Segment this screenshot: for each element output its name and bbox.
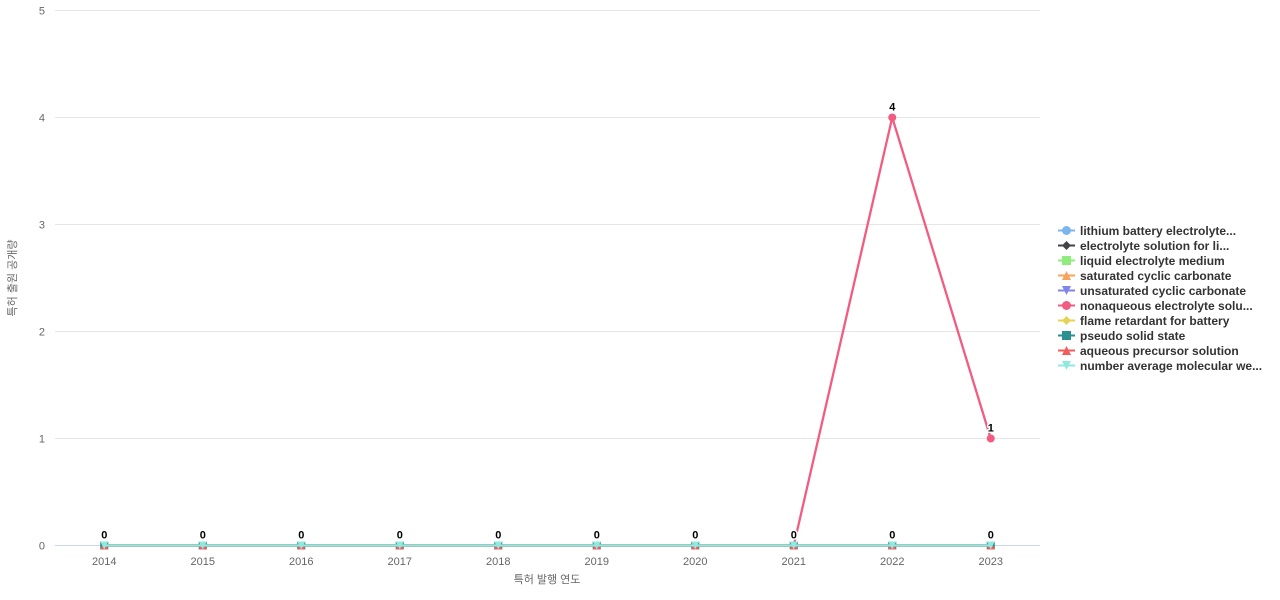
legend-item-label: saturated cyclic carbonate — [1080, 268, 1232, 283]
legend-item-label: nonaqueous electrolyte solu... — [1080, 298, 1253, 313]
x-tick-label: 2019 — [585, 556, 609, 568]
triangle-down-point-marker[interactable] — [888, 541, 897, 550]
triangle-down-point-marker[interactable] — [494, 541, 503, 550]
data-label: 4 — [889, 102, 896, 114]
legend-item-label: aqueous precursor solution — [1080, 343, 1239, 358]
data-label: 0 — [397, 530, 403, 542]
x-tick-label: 2023 — [979, 556, 1003, 568]
legend-item-2[interactable]: liquid electrolyte medium — [1058, 253, 1262, 268]
grid-layer — [55, 10, 1040, 546]
x-tick-label: 2017 — [388, 556, 412, 568]
data-label: 0 — [495, 530, 501, 542]
legend-item-6[interactable]: flame retardant for battery — [1058, 313, 1262, 328]
x-tick-label: 2018 — [486, 556, 510, 568]
x-axis-title: 특허 발행 연도 — [514, 573, 581, 586]
legend-item-label: liquid electrolyte medium — [1080, 253, 1225, 268]
x-tick-label: 2021 — [782, 556, 806, 568]
legend-item-5[interactable]: nonaqueous electrolyte solu... — [1058, 298, 1262, 313]
data-label-layer: 0 0 0 0 0 0 0 0 0 4 0 1 — [100, 100, 996, 543]
data-label: 0 — [298, 530, 304, 542]
triangle-down-marker-icon — [1058, 286, 1075, 295]
x-tick-label: 2015 — [191, 556, 215, 568]
x-tick-label: 2020 — [683, 556, 707, 568]
data-label: 0 — [889, 530, 895, 542]
legend-item-4[interactable]: unsaturated cyclic carbonate — [1058, 283, 1262, 298]
legend-item-label: pseudo solid state — [1080, 328, 1186, 343]
circle-point-marker[interactable] — [986, 434, 995, 443]
triangle-down-point-marker[interactable] — [986, 541, 995, 550]
series-layer — [100, 113, 995, 550]
tick-label-layer: 0 1 2 3 4 5 2014 2015 2016 2017 2018 2019 2020 2021 20… — [39, 6, 1003, 569]
diamond-marker-icon — [1058, 316, 1075, 325]
triangle-marker-icon — [1058, 271, 1075, 280]
triangle-down-point-marker[interactable] — [198, 541, 207, 550]
circle-marker-icon — [1058, 301, 1075, 310]
legend-item-label: flame retardant for battery — [1080, 313, 1230, 328]
data-label: 0 — [101, 530, 107, 542]
x-tick-label: 2022 — [880, 556, 904, 568]
legend-item-7[interactable]: pseudo solid state — [1058, 328, 1262, 343]
data-label: 0 — [988, 530, 994, 542]
y-axis-title: 특허 출원 공개량 — [6, 240, 19, 317]
legend-item-label: lithium battery electrolyte... — [1080, 223, 1237, 238]
y-tick-label: 3 — [39, 220, 45, 232]
legend-item-label: electrolyte solution for li... — [1080, 238, 1230, 253]
y-tick-label: 4 — [39, 113, 45, 125]
legend: lithium battery electrolyte... electrolyt… — [1058, 223, 1262, 373]
legend-item-label: unsaturated cyclic carbonate — [1080, 283, 1247, 298]
y-tick-label: 1 — [39, 434, 45, 446]
data-label: 1 — [988, 423, 994, 435]
triangle-down-point-marker[interactable] — [691, 541, 700, 550]
square-marker-icon — [1058, 256, 1075, 265]
x-tick-label: 2014 — [92, 556, 116, 568]
x-tick-label: 2016 — [289, 556, 313, 568]
square-marker-icon — [1058, 331, 1075, 340]
legend-item-9[interactable]: number average molecular we... — [1058, 358, 1262, 373]
diamond-marker-icon — [1058, 241, 1075, 250]
legend-item-3[interactable]: saturated cyclic carbonate — [1058, 268, 1262, 283]
legend-item-8[interactable]: aqueous precursor solution — [1058, 343, 1262, 358]
circle-marker-icon — [1058, 226, 1075, 235]
data-label: 0 — [692, 530, 698, 542]
triangle-down-point-marker[interactable] — [395, 541, 404, 550]
data-label: 0 — [791, 530, 797, 542]
circle-point-marker[interactable] — [888, 113, 897, 122]
triangle-down-marker-icon — [1058, 361, 1075, 370]
triangle-down-point-marker[interactable] — [789, 541, 798, 550]
data-label: 0 — [200, 530, 206, 542]
legend-item-1[interactable]: electrolyte solution for li... — [1058, 238, 1262, 253]
legend-item-label: number average molecular we... — [1080, 358, 1263, 373]
triangle-down-point-marker[interactable] — [297, 541, 306, 550]
data-label: 0 — [594, 530, 600, 542]
triangle-marker-icon — [1058, 346, 1075, 355]
series-markers-9 — [100, 541, 995, 550]
legend-item-0[interactable]: lithium battery electrolyte... — [1058, 223, 1262, 238]
triangle-down-point-marker[interactable] — [592, 541, 601, 550]
y-tick-label: 0 — [39, 541, 45, 553]
y-tick-label: 5 — [39, 6, 45, 18]
triangle-down-point-marker[interactable] — [100, 541, 109, 550]
y-tick-label: 2 — [39, 327, 45, 339]
